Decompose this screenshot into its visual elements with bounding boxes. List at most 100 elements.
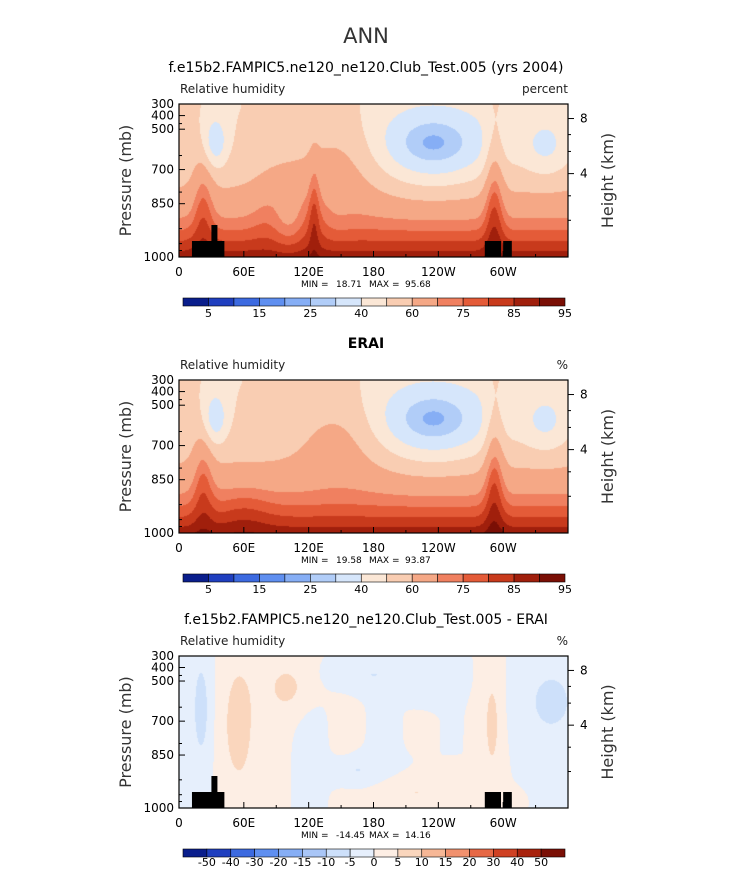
y-axis-label: Pressure (mb) [116,401,135,513]
colorbar-swatch [411,297,438,307]
right-tick-label: 4 [580,718,588,732]
x-tick-label: 60W [490,816,517,830]
x-tick-label: 60E [232,541,255,555]
max-label: MAX = [369,831,400,841]
x-tick-label: 180 [362,541,385,555]
x-tick-label: 120W [421,816,456,830]
colorbar-label: 5 [205,307,212,320]
panel-3: f.e15b2.FAMPIC5.ne120_ne120.Club_Test.00… [116,612,617,869]
colorbar-swatch [310,297,337,307]
colorbar-label: 5 [394,856,401,869]
x-tick-label: 120W [421,541,456,555]
left-string: Relative humidity [180,82,285,96]
topography [191,792,225,808]
colorbar-label: 15 [252,307,266,320]
right-tick-label: 8 [580,388,588,402]
colorbar-label: 95 [558,307,572,320]
right-axis-label: Height (km) [598,684,617,779]
y-tick-label: 300 [151,373,174,387]
colorbar-swatch [360,297,388,307]
colorbar-swatch [462,573,489,583]
right-tick-label: 4 [580,167,588,181]
colorbar-label: 10 [415,856,429,869]
right-tick-label: 8 [580,663,588,677]
colorbar-label: 85 [507,583,521,596]
right-axis-label: Height (km) [598,133,617,228]
topography [503,792,512,808]
figure-title: ANN [343,24,389,48]
colorbar-label: 30 [486,856,500,869]
colorbar-label: -5 [345,856,356,869]
y-tick-label: 850 [151,473,174,487]
min-label: MIN = [301,831,329,841]
right-string: percent [522,82,568,96]
right-axis-label: Height (km) [598,409,617,504]
y-tick-label: 400 [151,385,174,399]
y-tick-label: 700 [151,714,174,728]
max-label: MAX = [369,280,400,290]
colorbar-swatch [488,573,515,583]
colorbar-swatch [335,297,362,307]
min-value: 18.71 [336,280,362,290]
y-tick-label: 400 [151,109,174,123]
colorbar-swatch [208,573,235,583]
y-tick-label: 700 [151,163,174,177]
min-value: -14.45 [336,831,365,841]
colorbar-label: 20 [463,856,477,869]
colorbar-swatch [233,297,260,307]
x-tick-label: 120E [293,541,324,555]
topography [484,241,502,257]
max-value: 14.16 [405,831,431,841]
y-tick-label: 850 [151,197,174,211]
topography [191,241,225,257]
colorbar-label: -40 [222,856,240,869]
colorbar-swatch [411,573,438,583]
panel-title: f.e15b2.FAMPIC5.ne120_ne120.Club_Test.00… [169,60,564,76]
colorbar-swatch [539,573,566,583]
x-tick-label: 60W [490,265,517,279]
y-tick-label: 1000 [143,801,174,815]
y-tick-label: 500 [151,122,174,136]
min-value: 19.58 [336,556,362,566]
colorbar-swatch [539,297,566,307]
colorbar-label: 0 [371,856,378,869]
x-tick-label: 60E [232,816,255,830]
y-tick-label: 1000 [143,526,174,540]
colorbar-swatch [182,573,209,583]
colorbar-label: 75 [456,307,470,320]
colorbar-swatch [386,573,413,583]
colorbar-label: -15 [293,856,311,869]
y-axis-label: Pressure (mb) [116,125,135,237]
panel-1: f.e15b2.FAMPIC5.ne120_ne120.Club_Test.00… [116,60,617,320]
colorbar-label: 40 [354,307,368,320]
colorbar-label: -20 [270,856,288,869]
min-label: MIN = [301,280,329,290]
colorbar-swatch [310,573,337,583]
colorbar-swatch [513,297,540,307]
colorbar-label: 25 [303,583,317,596]
topography [484,792,502,808]
topography [211,225,218,245]
colorbar-swatch [513,573,540,583]
max-value: 95.68 [405,280,431,290]
colorbar-swatch [462,297,489,307]
colorbar-label: -30 [246,856,264,869]
y-axis-label: Pressure (mb) [116,676,135,788]
colorbar-swatch [386,297,413,307]
colorbar-swatch [335,573,362,583]
y-tick-label: 400 [151,661,174,675]
colorbar-swatch [437,573,464,583]
x-tick-label: 120E [293,816,324,830]
colorbar-swatch [259,573,286,583]
min-label: MIN = [301,556,329,566]
colorbar-label: 75 [456,583,470,596]
x-tick-label: 0 [175,816,183,830]
panel-title: f.e15b2.FAMPIC5.ne120_ne120.Club_Test.00… [184,612,548,628]
x-tick-label: 0 [175,265,183,279]
colorbar-label: 50 [534,856,548,869]
right-tick-label: 4 [580,443,588,457]
y-tick-label: 500 [151,674,174,688]
x-tick-label: 120E [293,265,324,279]
colorbar-label: 15 [252,583,266,596]
topography [503,241,512,257]
